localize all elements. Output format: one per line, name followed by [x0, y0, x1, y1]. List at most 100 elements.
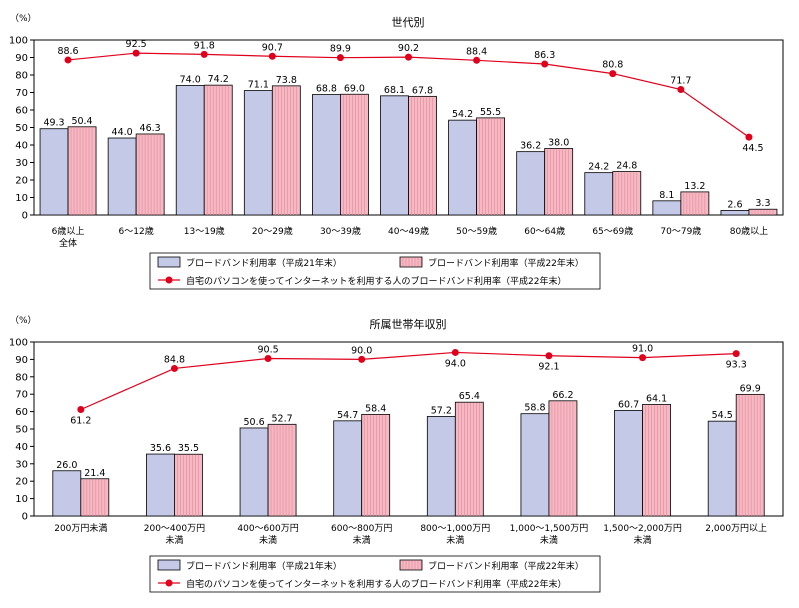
legend-label-line: 自宅のパソコンを使ってインターネットを利用する人のブロードバンド利用率（平成22… — [186, 578, 566, 590]
y-tick-label: 50 — [15, 123, 28, 134]
bar-label-h21: 57.2 — [431, 405, 452, 416]
legend-box — [149, 252, 601, 290]
bar-label-h21: 35.6 — [150, 443, 171, 454]
line-point — [639, 354, 647, 362]
bar-label-h22: 3.3 — [755, 198, 770, 209]
bar-h21 — [239, 427, 269, 517]
y-tick-label: 30 — [15, 158, 28, 169]
bar-h22 — [548, 400, 578, 517]
bar-label-h21: 8.1 — [659, 190, 674, 201]
line-point — [745, 133, 753, 141]
bar-h21 — [520, 413, 550, 517]
y-tick-label: 10 — [15, 193, 28, 204]
bar-label-h22: 13.2 — [684, 181, 705, 192]
bar-h22 — [642, 404, 671, 517]
y-tick-label: 70 — [15, 390, 28, 401]
bar-h22 — [267, 423, 297, 517]
bar-h21 — [426, 416, 456, 517]
bar-h21 — [312, 94, 341, 216]
line-point-label: 88.6 — [57, 46, 78, 57]
bar-label-h21: 58.8 — [524, 403, 545, 414]
line-point — [336, 54, 344, 62]
bar-h21 — [516, 151, 546, 216]
x-category-label: 600〜800万円 — [331, 523, 392, 534]
line-point-label: 93.3 — [726, 360, 747, 371]
bar-h21 — [52, 470, 82, 517]
line-series — [80, 351, 737, 411]
line-point — [64, 56, 72, 64]
bar-label-h22: 73.8 — [276, 75, 297, 86]
line-point — [405, 53, 412, 61]
line-point-label: 91.0 — [632, 344, 653, 355]
bar-h21 — [243, 90, 273, 216]
bar-label-h21: 50.6 — [243, 417, 264, 428]
bar-label-h22: 46.3 — [140, 123, 161, 134]
bar-h22 — [612, 171, 642, 216]
bar-h22 — [361, 413, 391, 517]
bar-h21 — [652, 200, 682, 216]
bar-h22 — [408, 95, 437, 216]
x-category-label: 40〜49歳 — [388, 225, 429, 237]
y-tick-label: 30 — [15, 459, 28, 470]
bar-h22 — [135, 133, 165, 216]
bar-h21 — [380, 95, 409, 216]
line-point-label: 92.5 — [126, 39, 147, 50]
bar-label-h22: 35.5 — [178, 443, 199, 454]
bar-label-h21: 44.0 — [112, 127, 133, 138]
x-category-label: 6〜12歳 — [119, 225, 154, 237]
line-point-label: 88.4 — [466, 46, 487, 57]
y-tick-label: 10 — [15, 494, 28, 505]
x-category-label: 70〜79歳 — [660, 225, 701, 237]
bar-h22 — [748, 208, 778, 216]
x-category-label: 200〜400万円 — [144, 523, 205, 534]
bar-label-h21: 68.1 — [384, 85, 405, 96]
line-point-label: 80.8 — [602, 60, 623, 71]
plot-area — [33, 341, 784, 517]
y-tick-label: 50 — [15, 425, 28, 436]
bar-label-h22: 58.4 — [365, 403, 386, 414]
bar-label-h21: 68.8 — [316, 84, 337, 95]
y-tick-label: 70 — [15, 88, 28, 99]
y-tick-label: 40 — [15, 141, 28, 152]
x-category-label: 未満 — [634, 534, 652, 546]
x-category-label: 60〜64歳 — [524, 225, 565, 237]
x-category-label: 未満 — [259, 534, 277, 546]
bar-label-h22: 67.8 — [412, 85, 433, 96]
y-tick-label: 0 — [22, 211, 28, 222]
bar-h22 — [454, 401, 484, 517]
line-point-label: 92.1 — [538, 362, 559, 373]
bar-label-h21: 26.0 — [56, 460, 77, 471]
x-category-label: 1,500〜2,000万円 — [603, 523, 682, 534]
legend: ブロードバンド利用率（平成21年末） ブロードバンド利用率（平成22年末） 自宅のパ… — [149, 555, 601, 593]
line-point — [132, 49, 140, 57]
bar-label-h21: 54.2 — [452, 109, 473, 120]
bar-h22 — [544, 148, 574, 216]
x-category-label: 未満 — [353, 534, 371, 546]
bar-h21 — [175, 85, 205, 216]
line-point-label: 90.7 — [262, 42, 283, 53]
x-category-label: 2,000万円以上 — [705, 523, 767, 534]
chart-title: 所属世帯年収別 — [370, 317, 447, 331]
bar-h21 — [720, 210, 750, 216]
bar-label-h22: 64.1 — [646, 393, 667, 404]
y-tick-label: 100 — [9, 338, 28, 349]
bar-h21 — [614, 409, 643, 517]
y-tick-label: 90 — [15, 355, 28, 366]
bar-label-h22: 66.2 — [552, 390, 573, 401]
bar-h21 — [333, 420, 363, 517]
x-category-label: 全体 — [59, 237, 77, 249]
x-category-label: 80歳以上 — [730, 225, 768, 237]
bar-label-h21: 49.3 — [43, 118, 64, 129]
bar-label-h21: 71.1 — [248, 80, 269, 91]
line-point-label: 90.2 — [398, 43, 419, 54]
bar-label-h21: 24.2 — [588, 162, 609, 173]
legend-label-h21: ブロードバンド利用率（平成21年末） — [186, 257, 342, 269]
y-axis-unit: （%） — [10, 315, 37, 326]
x-category-label: 30〜39歳 — [320, 225, 361, 237]
line-point-label: 71.7 — [670, 76, 691, 87]
bar-label-h21: 54.5 — [712, 410, 733, 421]
legend-swatch-point — [165, 579, 173, 587]
bar-label-h22: 55.5 — [480, 107, 501, 118]
legend-swatch-h22 — [399, 256, 423, 268]
bar-h22 — [340, 93, 369, 216]
